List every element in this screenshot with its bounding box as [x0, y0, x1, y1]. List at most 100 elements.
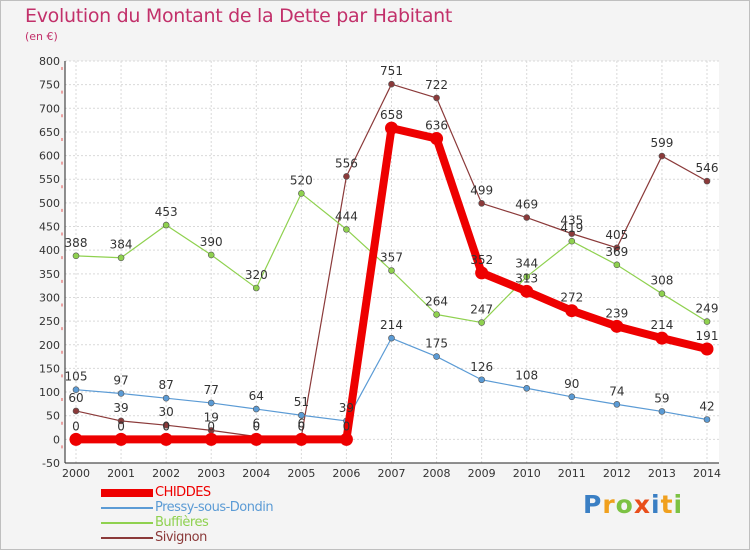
data-label-pressy-sous-dondin: 77 [204, 383, 219, 397]
y-tick-label: 800 [39, 55, 60, 68]
data-label-sivignon: 499 [470, 183, 493, 197]
data-point-pressy-sous-dondin [298, 411, 305, 419]
data-label-chiddes: 0 [162, 419, 170, 433]
data-point-chiddes [294, 432, 308, 446]
data-label-chiddes: 636 [425, 119, 448, 133]
data-label-sivignon: 6 [298, 417, 306, 431]
x-tick-label: 2014 [693, 467, 721, 480]
y-tick-label: -50 [42, 457, 60, 470]
data-label-buffieres: 308 [650, 274, 673, 288]
data-point-chiddes [520, 284, 534, 298]
data-label-sivignon: 722 [425, 78, 448, 92]
data-label-chiddes: 313 [515, 271, 538, 285]
data-point-sivignon [613, 244, 621, 252]
legend-label: Buffières [155, 515, 209, 530]
data-label-buffieres: 247 [470, 303, 493, 317]
chart-title: Evolution du Montant de la Dette par Hab… [25, 5, 453, 27]
data-point-chiddes [475, 266, 489, 280]
data-point-pressy-sous-dondin [117, 390, 125, 397]
logo-letter: r [602, 490, 616, 519]
data-label-chiddes: 0 [298, 419, 306, 433]
data-label-chiddes: 214 [650, 318, 673, 332]
x-tick-label: 2010 [513, 467, 541, 480]
data-point-buffieres [72, 252, 80, 260]
data-label-pressy-sous-dondin: 39 [339, 401, 354, 415]
data-point-buffieres [162, 221, 170, 229]
data-point-buffieres [523, 273, 531, 280]
data-point-chiddes [159, 432, 173, 446]
data-label-buffieres: 264 [425, 294, 448, 308]
data-label-buffieres: 520 [290, 173, 313, 187]
y-tick-label: 300 [39, 291, 60, 304]
data-label-sivignon: 469 [515, 198, 538, 212]
data-point-sivignon [343, 173, 350, 180]
data-label-chiddes: 352 [470, 253, 493, 267]
data-label-buffieres: 419 [560, 221, 583, 235]
data-label-sivignon: 546 [696, 161, 719, 175]
data-point-buffieres [613, 261, 621, 269]
x-tick-label: 2011 [558, 467, 586, 480]
data-label-sivignon: 556 [335, 156, 358, 170]
data-label-chiddes: 239 [605, 306, 628, 320]
data-point-sivignon [162, 421, 170, 429]
data-point-buffieres [658, 290, 666, 297]
data-point-sivignon [478, 200, 485, 207]
y-tick-label: 50 [46, 410, 60, 423]
data-point-chiddes [655, 331, 669, 345]
data-point-sivignon [523, 214, 531, 221]
data-point-buffieres [433, 311, 440, 318]
legend-label: Sivignon [155, 530, 207, 545]
data-label-pressy-sous-dondin: 105 [65, 370, 88, 384]
x-tick-label: 2008 [423, 467, 451, 480]
data-point-pressy-sous-dondin [252, 405, 260, 413]
y-tick-label: 100 [39, 386, 60, 399]
data-point-buffieres [298, 190, 305, 197]
data-label-sivignon: 19 [204, 410, 219, 424]
x-tick-label: 2009 [468, 467, 496, 480]
legend-label: CHIDDES [155, 485, 211, 500]
data-point-chiddes [249, 432, 263, 446]
legend-item-pressy-sous-dondin: Pressy-sous-Dondin [101, 500, 361, 515]
x-tick-label: 2004 [242, 467, 270, 480]
y-tick-label: 450 [39, 221, 60, 234]
data-point-chiddes [565, 304, 579, 318]
legend-swatch [101, 522, 153, 524]
data-point-pressy-sous-dondin [207, 399, 215, 407]
y-tick-label: 350 [39, 268, 60, 281]
y-tick-label: 600 [39, 150, 60, 163]
data-point-buffieres [252, 284, 260, 292]
data-label-pressy-sous-dondin: 175 [425, 337, 448, 351]
data-label-sivignon: 405 [605, 228, 628, 242]
data-label-chiddes: 0 [252, 419, 260, 433]
data-point-chiddes [385, 121, 398, 135]
y-tick-label: 500 [39, 197, 60, 210]
data-label-pressy-sous-dondin: 42 [699, 399, 714, 413]
data-point-buffieres [343, 226, 350, 233]
logo-letter: i [651, 490, 661, 519]
x-tick-label: 2002 [152, 467, 180, 480]
data-label-buffieres: 444 [335, 209, 358, 223]
y-tick-label: 400 [39, 244, 60, 257]
data-point-sivignon [568, 230, 576, 237]
x-tick-label: 2001 [107, 467, 135, 480]
chart-subtitle: (en €) [25, 30, 58, 43]
legend-swatch [101, 489, 153, 497]
y-tick-label: 0 [53, 433, 60, 446]
data-point-pressy-sous-dondin [162, 394, 170, 402]
data-label-buffieres: 453 [155, 205, 178, 219]
data-label-sivignon: 60 [68, 391, 83, 405]
data-point-pressy-sous-dondin [523, 384, 531, 392]
data-point-pressy-sous-dondin [658, 408, 666, 415]
data-point-chiddes [339, 432, 353, 446]
data-label-buffieres: 388 [65, 236, 88, 250]
data-point-chiddes [204, 432, 218, 446]
logo-letter: t [660, 490, 674, 519]
data-label-chiddes: 658 [380, 108, 403, 122]
logo-letter: i [673, 490, 684, 519]
data-point-sivignon [388, 80, 395, 88]
x-tick-label: 2003 [197, 467, 225, 480]
data-label-pressy-sous-dondin: 214 [380, 318, 403, 332]
x-tick-label: 2000 [62, 467, 90, 480]
data-label-sivignon: 6 [252, 417, 260, 431]
data-label-sivignon: 599 [650, 136, 673, 150]
